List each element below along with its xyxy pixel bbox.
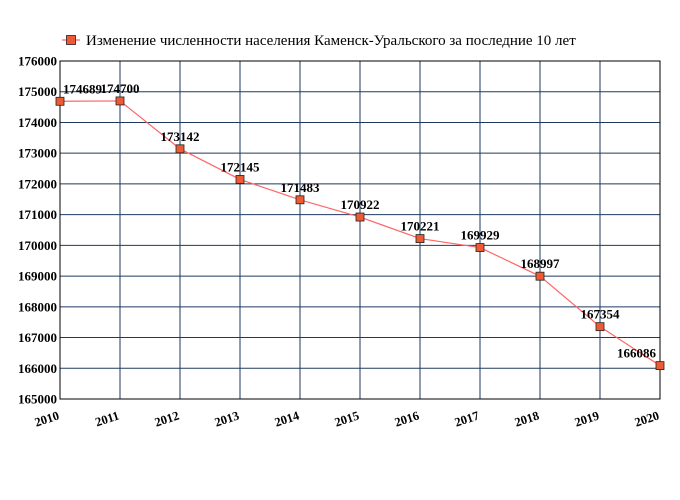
data-label: 170221 bbox=[401, 219, 440, 234]
y-tick-label: 168000 bbox=[18, 299, 57, 314]
x-tick-label: 2016 bbox=[393, 409, 421, 430]
data-label: 169929 bbox=[461, 228, 501, 243]
data-label: 173142 bbox=[161, 129, 200, 144]
data-label: 170922 bbox=[341, 197, 380, 212]
x-tick-label: 2015 bbox=[333, 409, 361, 430]
x-tick-label: 2019 bbox=[573, 409, 601, 430]
data-point-marker bbox=[355, 212, 365, 222]
y-tick-label: 167000 bbox=[18, 330, 57, 345]
x-tick-label: 2013 bbox=[213, 409, 241, 430]
data-point-marker bbox=[415, 234, 425, 243]
x-tick-label: 2018 bbox=[513, 409, 541, 430]
chart-grid bbox=[59, 60, 661, 400]
y-tick-label: 175000 bbox=[18, 84, 57, 99]
x-tick-label: 2010 bbox=[33, 409, 61, 430]
data-label: 171483 bbox=[281, 180, 321, 195]
data-point-marker bbox=[475, 243, 485, 252]
x-tick-label: 2014 bbox=[273, 408, 302, 429]
plot-frame bbox=[59, 60, 661, 400]
y-axis-ticks: 165000 166000 167000 168000 169000 170000 1710… bbox=[18, 54, 57, 407]
y-tick-label: 172000 bbox=[18, 176, 57, 191]
x-axis-ticks: 2010 2011 2012 2013 2014 2015 2016 2017 2018 2019… bbox=[33, 408, 661, 429]
y-tick-label: 174000 bbox=[18, 115, 57, 130]
x-tick-label: 2011 bbox=[93, 409, 120, 430]
x-tick-label: 2017 bbox=[453, 409, 481, 430]
series-markers bbox=[55, 96, 665, 371]
data-point-marker bbox=[115, 96, 125, 106]
y-tick-label: 173000 bbox=[18, 146, 57, 161]
data-label: 168997 bbox=[521, 256, 561, 271]
y-tick-label: 166000 bbox=[18, 361, 57, 376]
data-point-marker bbox=[655, 361, 665, 371]
y-tick-label: 171000 bbox=[18, 207, 57, 222]
data-label: 174700 bbox=[101, 81, 140, 96]
data-point-marker bbox=[175, 144, 185, 154]
data-label: 166086 bbox=[617, 346, 657, 361]
data-point-marker bbox=[55, 96, 65, 106]
data-point-marker bbox=[295, 195, 305, 205]
y-tick-label: 165000 bbox=[18, 392, 57, 407]
data-point-marker bbox=[535, 271, 545, 281]
data-label: 167354 bbox=[581, 307, 621, 322]
y-tick-label: 176000 bbox=[18, 54, 57, 69]
legend-label: Изменение численности населения Каменск-… bbox=[86, 33, 576, 49]
x-tick-label: 2020 bbox=[633, 409, 661, 430]
y-tick-label: 170000 bbox=[18, 238, 57, 253]
data-label: 172145 bbox=[221, 159, 261, 174]
data-point-marker bbox=[235, 175, 245, 184]
data-point-marker bbox=[595, 322, 605, 332]
data-label: 174689 bbox=[63, 81, 103, 96]
x-tick-label: 2012 bbox=[153, 409, 181, 430]
y-tick-label: 169000 bbox=[18, 269, 57, 284]
chart-legend: Изменение численности населения Каменск-… bbox=[62, 33, 576, 49]
legend-marker-swatch bbox=[66, 35, 76, 45]
